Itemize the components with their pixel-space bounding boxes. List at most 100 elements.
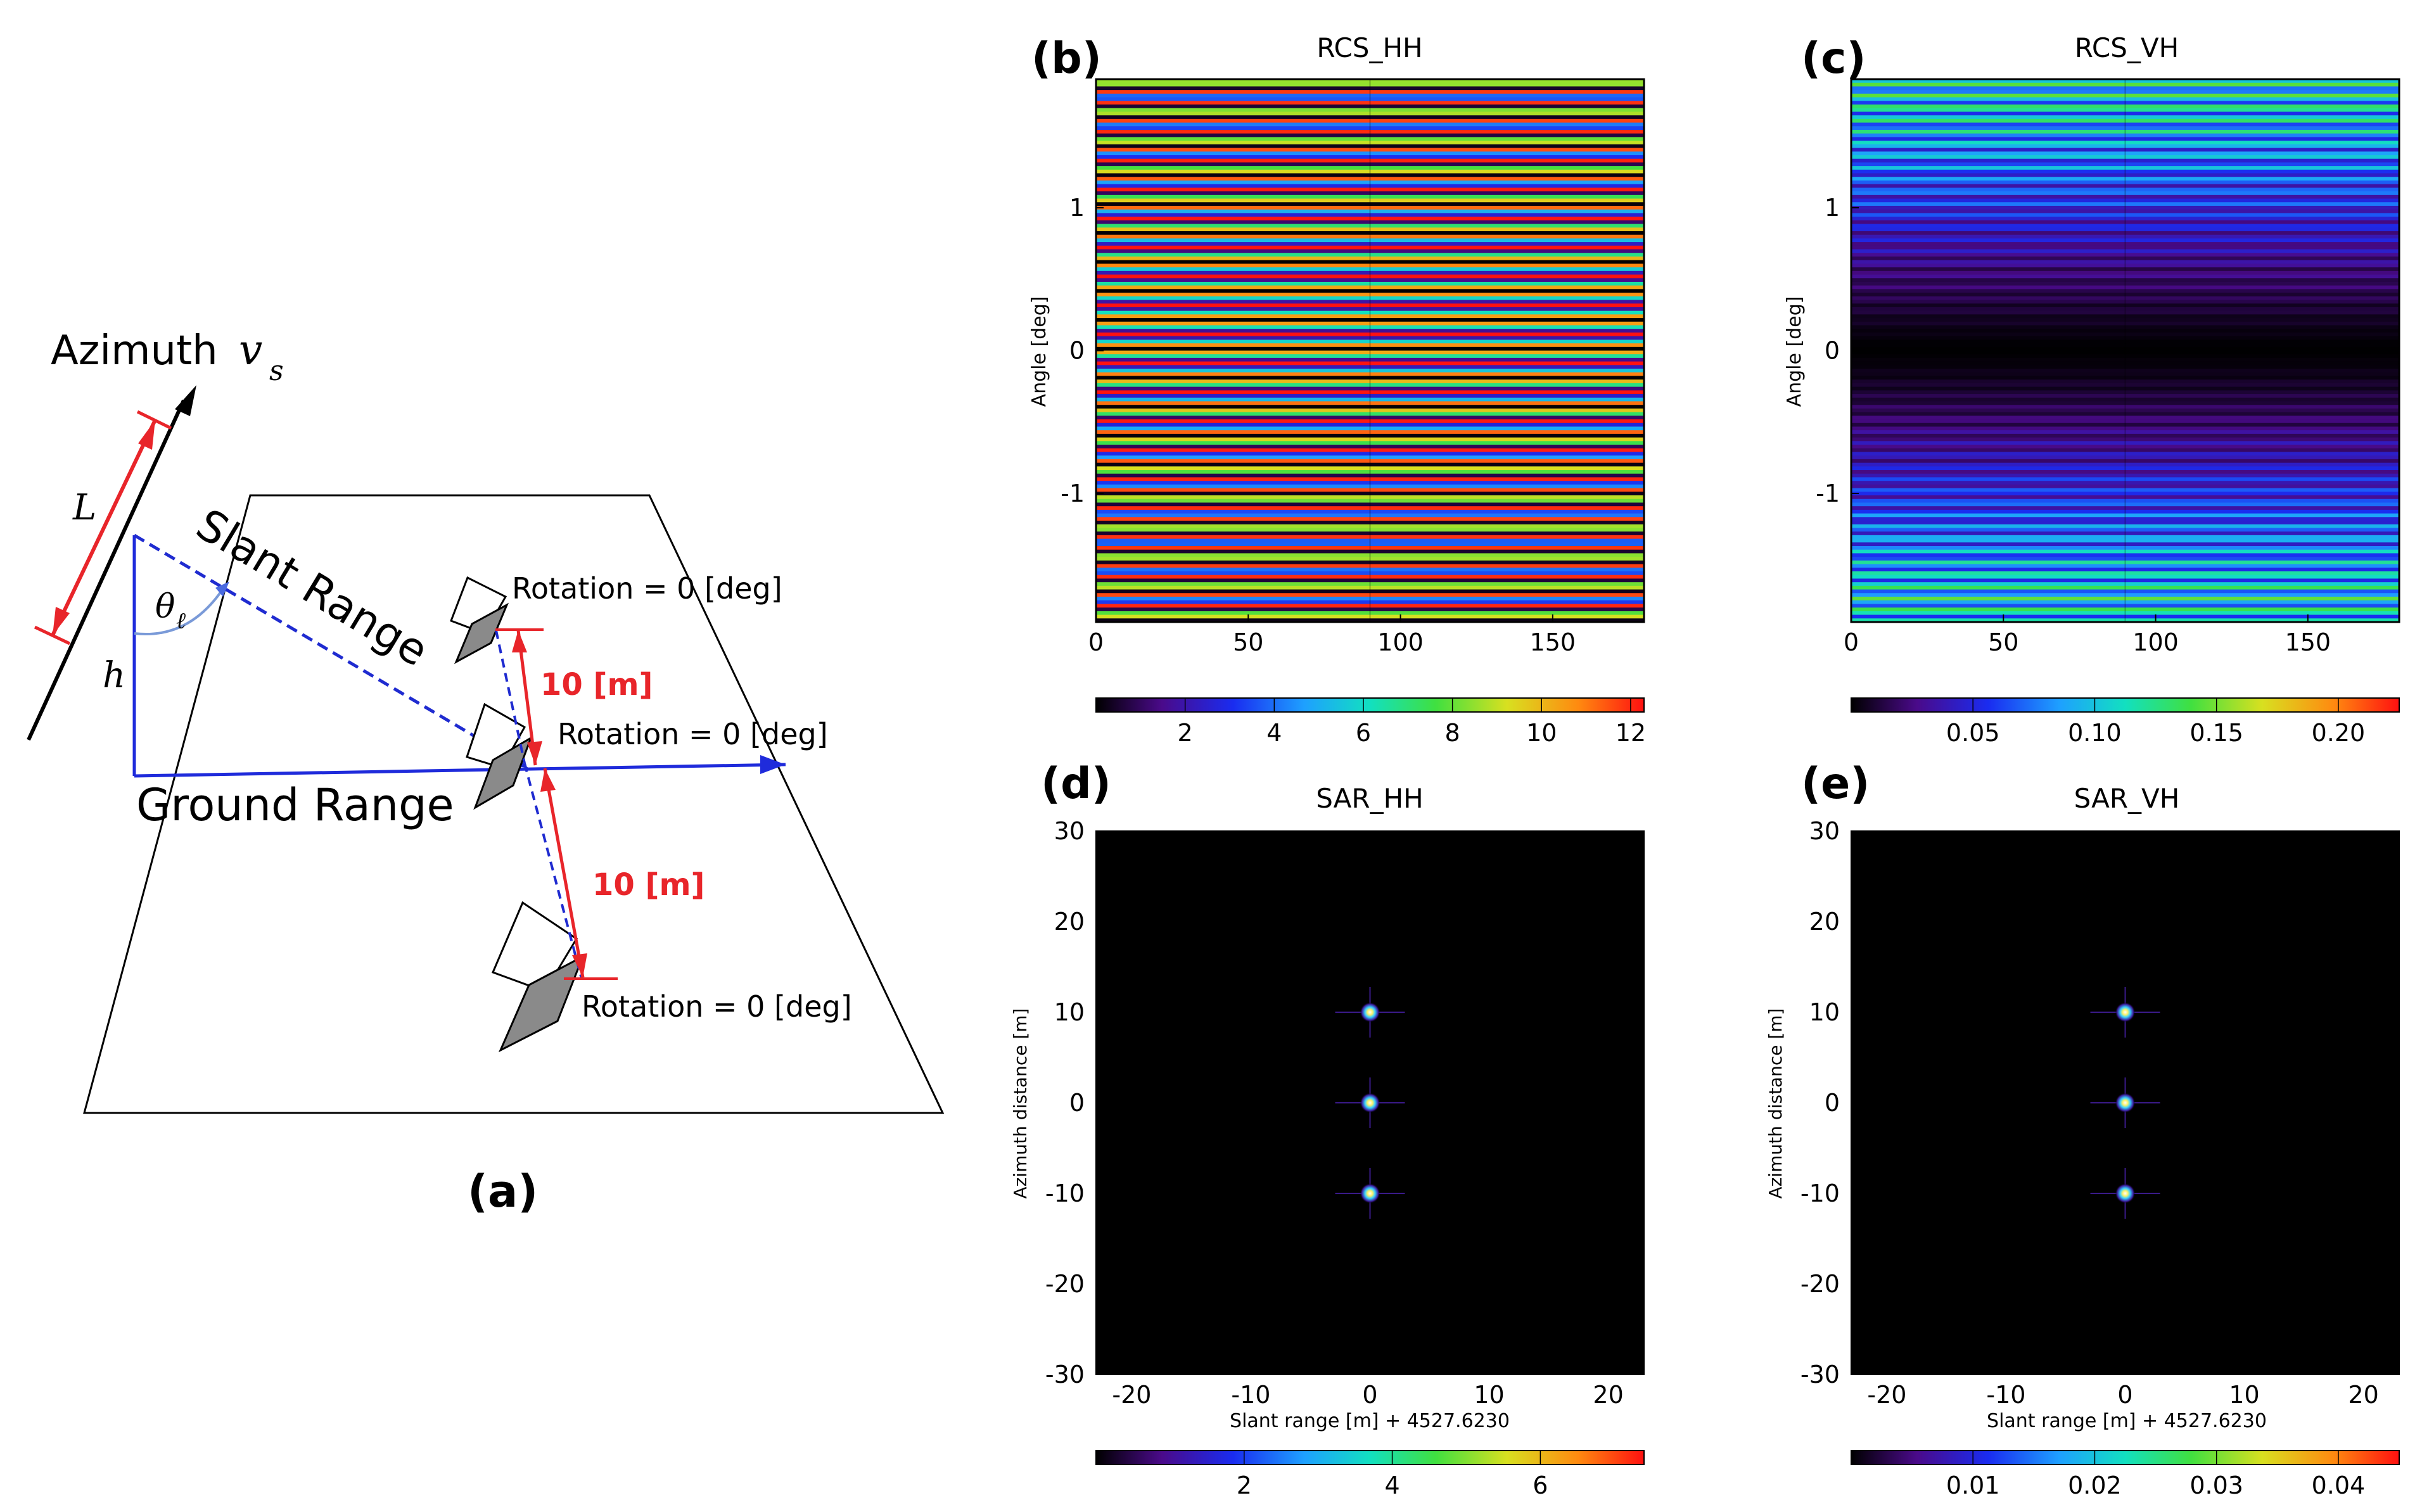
colorbar-tick-label: 12: [1616, 719, 1646, 747]
heatmap-row: [1096, 133, 1644, 138]
target-response: [1360, 1093, 1380, 1113]
heatmap-row: [1096, 205, 1644, 210]
colorbar-tick-label: 0.05: [1946, 719, 2000, 747]
y-axis-label: Angle [deg]: [1028, 296, 1050, 407]
heatmap-row: [1096, 285, 1644, 289]
x-tick-label: -10: [1986, 1381, 2025, 1409]
y-tick-label: 20: [1809, 908, 1840, 936]
heatmap-row: [1096, 217, 1644, 221]
heatmap-row: [1096, 343, 1644, 348]
heatmap-row: [1851, 499, 2399, 504]
y-tick-label: 30: [1054, 817, 1085, 845]
y-tick-label: -1: [1816, 480, 1840, 507]
incidence-angle-label: θ: [155, 588, 175, 626]
heatmap-row: [1851, 557, 2399, 561]
heatmap-plot-area: [1851, 79, 2399, 623]
heatmap-row: [1096, 455, 1644, 460]
heatmap-row: [1851, 488, 2399, 492]
colorbar-tick-label: 6: [1533, 1471, 1548, 1499]
heatmap-row: [1096, 549, 1644, 554]
heatmap-row: [1096, 546, 1644, 550]
heatmap-row: [1851, 260, 2399, 264]
heatmap-row: [1096, 600, 1644, 605]
y-tick-label: -10: [1045, 1179, 1085, 1207]
target-alignment-line: [495, 630, 526, 764]
heatmap-row: [1851, 481, 2399, 485]
spacing-label-1: 10 [m]: [540, 667, 653, 702]
heatmap-row: [1851, 191, 2399, 196]
heatmap-row: [1096, 604, 1644, 608]
panel-b-label: (b): [1031, 34, 1102, 84]
heatmap-row: [1851, 506, 2399, 511]
chart-title: SAR_HH: [1316, 783, 1424, 814]
heatmap-row: [1851, 303, 2399, 308]
heatmap-row: [1096, 137, 1644, 141]
heatmap-row: [1851, 408, 2399, 413]
heatmap-row: [1096, 405, 1644, 409]
chart-title: RCS_VH: [2075, 32, 2179, 63]
heatmap-row: [1851, 383, 2399, 388]
y-tick-label: -30: [1801, 1361, 1840, 1388]
colorbar-tick-label: 0.10: [2068, 719, 2122, 747]
corner-reflector-2: [466, 702, 533, 810]
heatmap-row: [1096, 184, 1644, 188]
heatmap-row: [1096, 231, 1644, 236]
heatmap-row: [1851, 582, 2399, 587]
heatmap-row: [1096, 430, 1644, 435]
heatmap-row: [1851, 412, 2399, 416]
heatmap-row: [1851, 336, 2399, 340]
target-response: [2115, 1093, 2136, 1113]
colorbar-tick-label: 0.02: [2068, 1471, 2122, 1499]
heatmap-row: [1096, 365, 1644, 369]
heatmap-row: [1096, 180, 1644, 185]
heatmap-row: [1096, 101, 1644, 105]
colorbar-tick-label: 10: [1526, 719, 1557, 747]
heatmap-row: [1851, 253, 2399, 257]
heatmap-row: [1851, 129, 2399, 134]
heatmap-row: [1096, 173, 1644, 177]
heatmap-row: [1851, 397, 2399, 402]
heatmap-row: [1096, 542, 1644, 547]
heatmap-row: [1096, 296, 1644, 301]
heatmap-row: [1096, 524, 1644, 529]
heatmap-row: [1851, 470, 2399, 474]
heatmap-row: [1096, 477, 1644, 481]
heatmap-row: [1096, 115, 1644, 120]
heatmap-row: [1851, 376, 2399, 380]
heatmap-row: [1851, 97, 2399, 101]
y-tick-label: 10: [1809, 998, 1840, 1026]
heatmap-row: [1096, 394, 1644, 398]
heatmap-row: [1096, 597, 1644, 601]
colorbar-ticks: 2 4 6 8 10 12: [1178, 698, 1646, 747]
sar-hh-panel: (d) SAR_HH -20 -10 0 10 20 30 20 10 0 -10 -20 -30 A…: [1010, 759, 1645, 1499]
heatmap-row: [1096, 318, 1644, 322]
heatmap-row: [1851, 242, 2399, 246]
colorbar-tick-label: 0.20: [2312, 719, 2366, 747]
y-tick-label: -1: [1061, 480, 1085, 507]
heatmap-row: [1096, 506, 1644, 511]
heatmap-row: [1096, 141, 1644, 145]
heatmap-row: [1096, 293, 1644, 297]
x-tick-label: 100: [2132, 628, 2179, 656]
heatmap-row: [1096, 166, 1644, 170]
heatmap-row: [1851, 180, 2399, 185]
x-tick-label: 150: [1530, 628, 1576, 656]
heatmap-row: [1851, 524, 2399, 529]
heatmap-row: [1096, 267, 1644, 272]
y-tick-label: -10: [1801, 1179, 1840, 1207]
heatmap-row: [1851, 321, 2399, 326]
heatmap-row: [1851, 234, 2399, 239]
x-tick-label: 10: [1474, 1381, 1504, 1409]
heatmap-row: [1096, 187, 1644, 192]
y-tick-label: -20: [1045, 1270, 1085, 1298]
heatmap-row: [1851, 346, 2399, 352]
heatmap-row: [1096, 593, 1644, 597]
colorbar: [1851, 697, 2400, 713]
heatmap-row: [1851, 173, 2399, 177]
colorbar-ticks: 2 4 6: [1237, 1451, 1548, 1499]
colorbar: [1095, 697, 1645, 713]
x-tick-label: 100: [1377, 628, 1424, 656]
heatmap-row: [1096, 376, 1644, 380]
heatmap-row: [1851, 502, 2399, 507]
corner-reflector-3: [491, 901, 585, 1053]
